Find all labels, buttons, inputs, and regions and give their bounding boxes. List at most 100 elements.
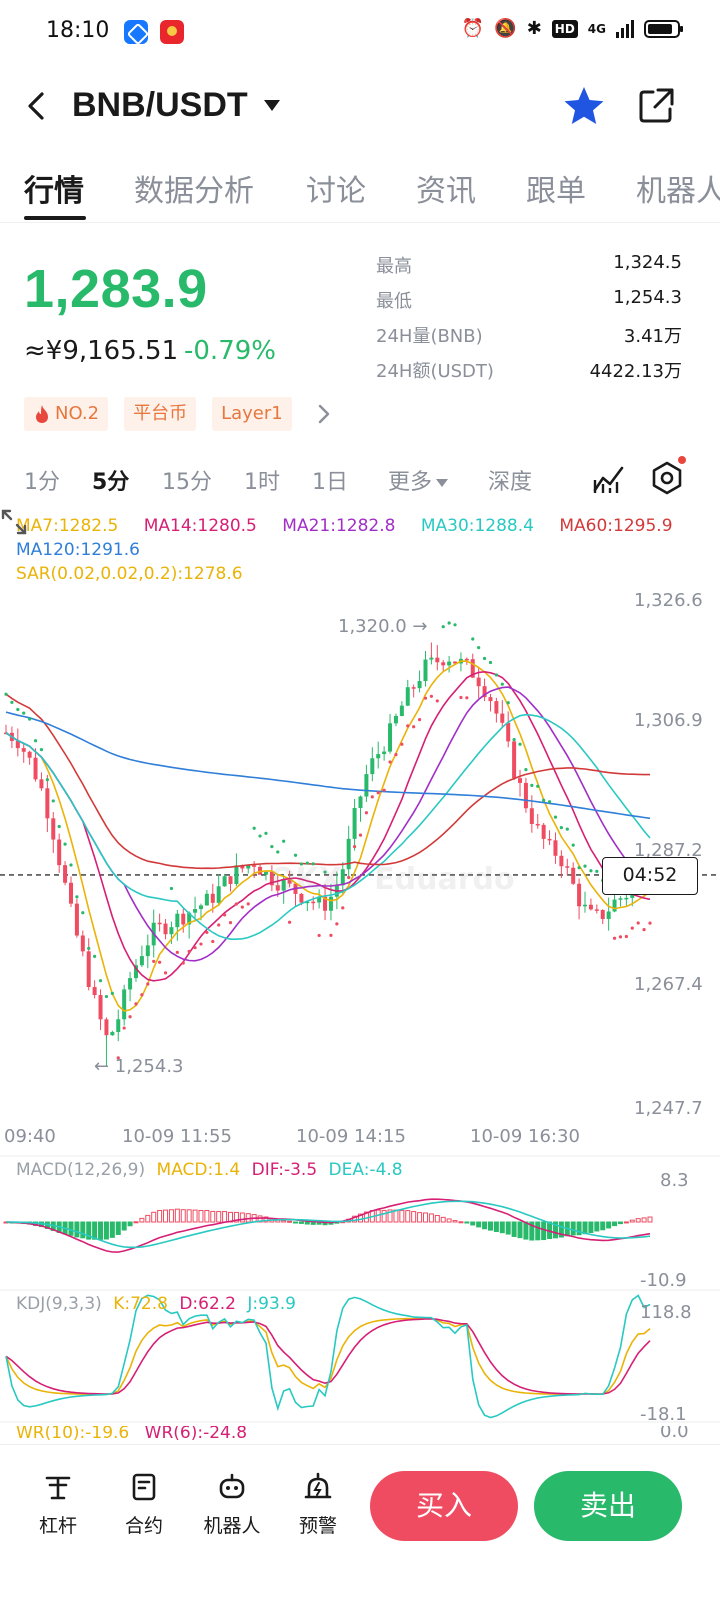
- leverage-label: 杠杆: [38, 1515, 77, 1537]
- leverage-icon: [45, 1476, 71, 1500]
- sar-dot: [128, 1015, 132, 1019]
- chevron-right-icon[interactable]: [316, 403, 332, 425]
- candle: [98, 995, 103, 1020]
- red-packet-notification-icon: [160, 20, 184, 44]
- candle: [33, 757, 38, 780]
- sell-button[interactable]: 卖出: [534, 1471, 682, 1541]
- sar-dot: [116, 1056, 120, 1060]
- sar-dot: [22, 711, 26, 715]
- tab-discussion[interactable]: 讨论: [306, 174, 366, 209]
- tab-copy-trading[interactable]: 跟单: [526, 174, 586, 209]
- tab-bots[interactable]: 机器人: [636, 174, 720, 209]
- sar-dot: [648, 921, 652, 925]
- candle: [388, 723, 393, 752]
- sar-dot: [110, 991, 114, 995]
- macd-histogram-bar: [121, 1221, 127, 1231]
- macd-histogram-bar: [133, 1221, 139, 1224]
- candle: [198, 905, 203, 910]
- macd-histogram-bar: [470, 1221, 476, 1226]
- macd-histogram-bar: [517, 1221, 523, 1239]
- candle: [429, 657, 434, 660]
- settings-icon[interactable]: [650, 460, 684, 496]
- tag-layer1[interactable]: Layer1: [212, 397, 292, 431]
- candle: [74, 903, 79, 936]
- sar-dot: [228, 921, 233, 925]
- sar-dot: [16, 707, 20, 712]
- interval-more[interactable]: 更多: [388, 464, 449, 496]
- kline-chart[interactable]: MA7:1282.5 MA14:1280.5 MA21:1282.8 MA30:…: [0, 508, 720, 1440]
- macd-histogram-bar: [606, 1221, 612, 1229]
- interval-5m[interactable]: 5分: [92, 470, 130, 495]
- sar-dot: [81, 911, 85, 915]
- candle: [577, 883, 582, 907]
- drawing-tools-icon[interactable]: [592, 462, 626, 494]
- ma60-value: MA60:1295.9: [559, 516, 673, 536]
- stat-label: 最低: [376, 291, 412, 312]
- alert-button[interactable]: 预警: [288, 1471, 348, 1538]
- fire-icon: [36, 405, 48, 423]
- candle: [553, 840, 558, 856]
- back-arrow-icon[interactable]: [22, 92, 50, 120]
- interval-15m[interactable]: 15分: [162, 470, 212, 495]
- interval-1d[interactable]: 1日: [312, 470, 348, 495]
- status-bar: 18:10 ⏰ 🔕 ✱ HD 4G: [0, 0, 720, 64]
- candle: [464, 658, 469, 661]
- stat-high: 最高 1,324.5: [376, 250, 682, 285]
- candle: [258, 866, 263, 875]
- robot-icon: [219, 1473, 245, 1499]
- interval-1m[interactable]: 1分: [24, 470, 60, 495]
- sar-dot: [293, 853, 298, 857]
- sar-dot: [465, 696, 469, 700]
- pair-dropdown-icon[interactable]: [264, 100, 280, 111]
- candle: [181, 913, 186, 925]
- macd-histogram-bar: [139, 1217, 145, 1223]
- tab-market[interactable]: 行情: [24, 174, 84, 209]
- sar-dot: [642, 928, 646, 932]
- macd-histogram-bar: [482, 1221, 488, 1230]
- tag-rank[interactable]: NO.2: [24, 397, 109, 431]
- candle: [222, 876, 227, 887]
- bot-button[interactable]: 机器人: [200, 1471, 264, 1538]
- tab-data-analysis[interactable]: 数据分析: [134, 174, 254, 209]
- candle: [370, 758, 375, 775]
- candle: [275, 885, 280, 891]
- macd-histogram-bar: [464, 1221, 470, 1224]
- candle: [447, 661, 452, 666]
- tag-platform-coin[interactable]: 平台币: [124, 397, 197, 431]
- wr-legend: WR(10):-19.6 WR(6):-24.8: [16, 1426, 247, 1440]
- price-change: -0.79%: [184, 336, 276, 366]
- share-icon[interactable]: [636, 86, 676, 126]
- ma21-line: [5, 686, 651, 962]
- candle: [588, 904, 593, 910]
- hd-icon: HD: [551, 19, 578, 38]
- pair-title[interactable]: BNB/USDT: [72, 86, 248, 124]
- candle: [169, 927, 174, 935]
- leverage-button[interactable]: 杠杆: [28, 1471, 88, 1538]
- favorite-star-icon[interactable]: [562, 84, 606, 128]
- candle: [541, 824, 546, 839]
- candle: [287, 879, 292, 884]
- tab-news[interactable]: 资讯: [416, 174, 476, 209]
- macd-histogram-bar: [68, 1221, 74, 1236]
- sar-dot: [400, 742, 404, 746]
- futures-button[interactable]: 合约: [114, 1471, 174, 1538]
- sar-dot: [311, 862, 315, 866]
- sar-dot: [341, 906, 345, 910]
- interval-1h[interactable]: 1时: [244, 470, 280, 495]
- macd-histogram-bar: [352, 1215, 358, 1223]
- ma30-value: MA30:1288.4: [420, 516, 534, 536]
- sar-dot: [394, 753, 398, 757]
- stat-label: 最高: [376, 256, 412, 277]
- sar-dot: [329, 933, 333, 937]
- network-type: 4G: [587, 21, 606, 36]
- macd-histogram-bar: [298, 1221, 304, 1224]
- macd-histogram-bar: [192, 1209, 198, 1223]
- sar-dot: [471, 637, 475, 641]
- sar-dot: [459, 695, 463, 700]
- depth-tab[interactable]: 深度: [488, 470, 533, 495]
- candle: [482, 686, 487, 698]
- buy-button[interactable]: 买入: [370, 1471, 518, 1541]
- macd-histogram-bar: [588, 1221, 594, 1233]
- fullscreen-expand-icon[interactable]: [0, 508, 28, 536]
- last-price: 1,283.9: [24, 259, 208, 319]
